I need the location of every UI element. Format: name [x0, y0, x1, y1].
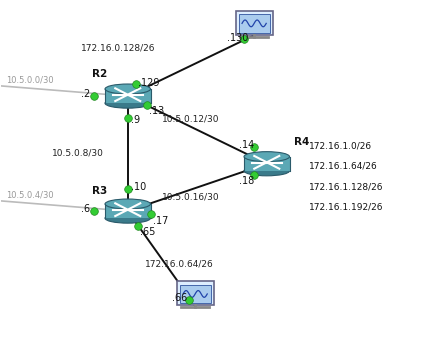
Text: 172.16.1.64/26: 172.16.1.64/26	[309, 162, 378, 171]
Text: 10.5.0.12/30: 10.5.0.12/30	[162, 115, 219, 123]
Ellipse shape	[105, 213, 151, 223]
Text: 172.16.1.192/26: 172.16.1.192/26	[309, 203, 383, 211]
Text: 10.5.0.0/30: 10.5.0.0/30	[6, 76, 53, 85]
Ellipse shape	[105, 98, 151, 108]
Text: 10.5.0.8/30: 10.5.0.8/30	[52, 148, 104, 157]
Text: .17: .17	[153, 216, 168, 225]
Ellipse shape	[244, 152, 290, 162]
Text: R3: R3	[92, 186, 107, 196]
Text: 172.16.1.128/26: 172.16.1.128/26	[309, 182, 383, 191]
Text: 172.16.0.128/26: 172.16.0.128/26	[81, 43, 156, 53]
Text: .2: .2	[81, 89, 91, 99]
Text: .10: .10	[131, 182, 146, 192]
Text: .18: .18	[240, 176, 255, 186]
FancyBboxPatch shape	[180, 285, 211, 303]
Text: .130: .130	[227, 33, 248, 43]
Text: .66: .66	[172, 293, 187, 303]
Text: .65: .65	[140, 227, 156, 237]
Polygon shape	[244, 157, 290, 171]
Ellipse shape	[105, 84, 151, 94]
Text: .14: .14	[240, 140, 255, 150]
Polygon shape	[105, 89, 151, 103]
Polygon shape	[105, 204, 151, 218]
FancyBboxPatch shape	[239, 14, 270, 32]
Text: .129: .129	[138, 77, 160, 88]
Text: .13: .13	[149, 106, 164, 116]
Text: .9: .9	[131, 115, 140, 125]
Ellipse shape	[105, 199, 151, 209]
FancyBboxPatch shape	[177, 281, 214, 305]
Text: 172.16.0.64/26: 172.16.0.64/26	[145, 260, 213, 269]
Ellipse shape	[244, 166, 290, 176]
Text: 172.16.1.0/26: 172.16.1.0/26	[309, 142, 372, 150]
Text: .6: .6	[81, 204, 91, 214]
Text: 10.5.0.16/30: 10.5.0.16/30	[162, 192, 219, 201]
Text: R4: R4	[294, 137, 310, 147]
Text: 10.5.0.4/30: 10.5.0.4/30	[6, 191, 53, 199]
Text: R2: R2	[92, 70, 107, 79]
FancyBboxPatch shape	[236, 11, 273, 34]
